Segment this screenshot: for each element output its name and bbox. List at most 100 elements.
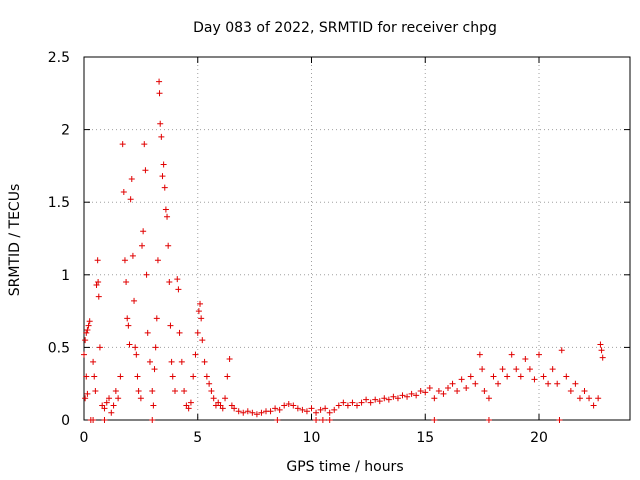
data-point — [153, 315, 160, 322]
data-point — [201, 358, 208, 365]
data-point — [141, 141, 148, 148]
data-point — [440, 390, 447, 397]
data-point — [157, 120, 164, 127]
data-point — [599, 354, 606, 361]
data-point — [445, 385, 451, 392]
data-point — [132, 344, 139, 351]
data-point — [84, 390, 91, 397]
data-point — [253, 411, 260, 418]
data-point — [281, 402, 288, 409]
data-point — [308, 405, 315, 412]
data-point — [431, 395, 438, 402]
data-point — [354, 402, 360, 409]
data-point — [128, 175, 135, 182]
data-point — [556, 417, 563, 423]
y-tick-label: 2 — [61, 123, 70, 139]
data-point — [326, 417, 333, 423]
data-point — [194, 329, 201, 336]
data-point — [495, 380, 502, 387]
data-point — [240, 409, 247, 416]
data-point — [112, 387, 119, 394]
x-tick-label: 10 — [303, 430, 321, 446]
axis-ticks — [83, 56, 630, 421]
data-point — [81, 351, 87, 358]
data-point — [399, 392, 406, 399]
data-point — [140, 228, 147, 235]
data-point — [426, 385, 433, 392]
data-point — [290, 402, 297, 409]
data-point — [197, 300, 204, 307]
data-point — [123, 279, 130, 286]
data-point — [208, 387, 215, 394]
data-point — [598, 347, 605, 354]
data-point — [161, 184, 168, 191]
data-point — [404, 393, 411, 400]
data-point — [244, 408, 251, 415]
data-point — [92, 387, 99, 394]
data-point — [344, 402, 351, 409]
data-point — [119, 141, 126, 148]
data-point — [274, 417, 281, 423]
data-point — [485, 395, 492, 402]
data-point — [126, 341, 133, 348]
data-point — [167, 322, 174, 329]
data-point — [139, 242, 146, 249]
data-point — [90, 358, 97, 365]
data-point — [133, 351, 140, 358]
data-point — [222, 395, 229, 402]
data-point — [93, 281, 100, 288]
data-point — [187, 399, 194, 406]
y-tick-label: 2.5 — [48, 50, 70, 66]
data-point — [276, 406, 283, 413]
data-point — [156, 78, 163, 85]
data-point — [567, 387, 574, 394]
data-point — [349, 399, 356, 406]
data-point — [115, 395, 122, 402]
x-tick-label: 20 — [530, 430, 548, 446]
data-point — [210, 395, 217, 402]
data-point — [413, 392, 420, 399]
data-point — [267, 408, 274, 415]
data-point — [135, 387, 142, 394]
x-tick-label: 15 — [416, 430, 434, 446]
data-point — [174, 276, 181, 283]
data-point — [176, 329, 183, 336]
data-point — [150, 402, 157, 409]
data-point — [586, 395, 593, 402]
data-point — [96, 344, 103, 351]
y-tick-label: 1 — [61, 268, 70, 284]
data-point — [142, 167, 149, 174]
plot-frame — [83, 56, 631, 421]
data-point — [168, 358, 175, 365]
data-point — [317, 406, 324, 413]
data-point — [95, 293, 102, 300]
data-point — [85, 322, 92, 329]
data-point — [597, 341, 604, 348]
data-point — [106, 395, 113, 402]
data-point — [331, 406, 338, 413]
data-point — [363, 396, 370, 403]
data-point — [131, 297, 138, 304]
data-point — [149, 417, 156, 423]
data-point — [249, 409, 256, 416]
data-point — [326, 409, 333, 416]
data-point — [149, 387, 156, 394]
data-point — [101, 405, 108, 412]
data-point — [108, 409, 115, 416]
data-point — [285, 401, 292, 408]
data-point — [554, 380, 561, 387]
data-point — [358, 399, 365, 406]
data-point — [390, 393, 397, 400]
data-point — [303, 408, 310, 415]
data-point — [581, 387, 588, 394]
data-point — [479, 366, 486, 373]
data-point — [175, 286, 182, 293]
y-tick-labels: 0 0.5 1 1.5 2 2.5 — [48, 50, 70, 429]
data-point — [185, 405, 192, 412]
chart-title: Day 083 of 2022, SRMTID for receiver chp… — [193, 20, 497, 36]
data-point — [485, 417, 492, 423]
x-tick-labels: 0 5 10 15 20 — [80, 430, 548, 446]
data-point — [125, 322, 132, 329]
data-point — [195, 308, 202, 315]
